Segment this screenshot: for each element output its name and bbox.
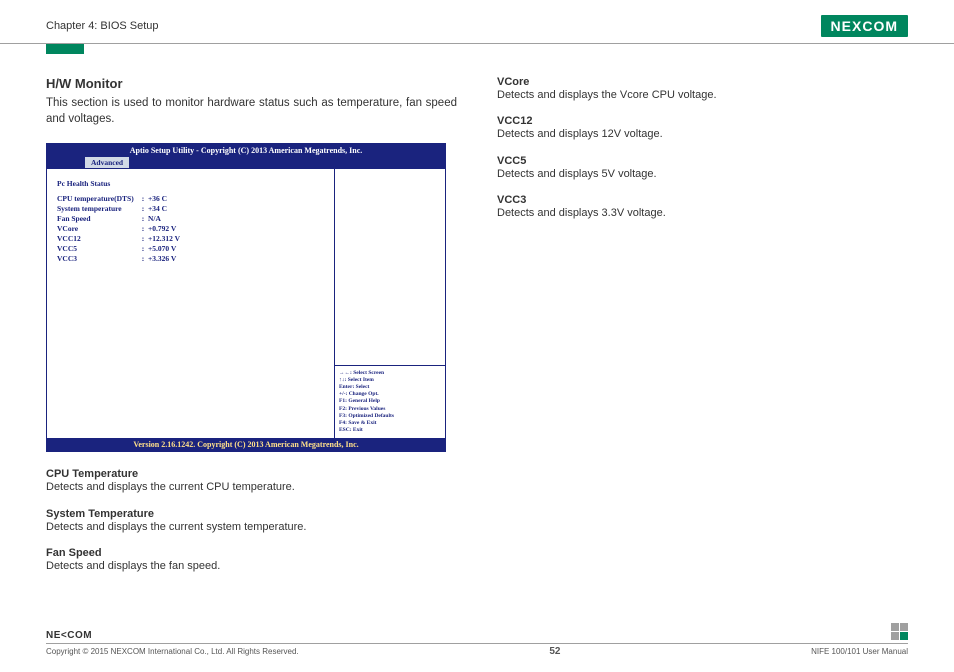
bios-row-k: VCC5 xyxy=(53,244,138,254)
bios-tabs: Advanced xyxy=(47,157,445,168)
param-label: Fan Speed xyxy=(46,547,457,559)
bios-help-line: →←: Select Screen xyxy=(339,370,441,377)
copyright-text: Copyright © 2015 NEXCOM International Co… xyxy=(46,647,299,656)
param-block: Fan Speed Detects and displays the fan s… xyxy=(46,547,457,574)
bios-row-k: VCore xyxy=(53,224,138,234)
bios-row-v: N/A xyxy=(148,214,161,223)
bios-row-v: +34 C xyxy=(148,204,167,213)
bios-help-line: F1: General Help xyxy=(339,398,441,405)
page-footer: NE<COM Copyright © 2015 NEXCOM Internati… xyxy=(46,625,908,657)
right-column: VCore Detects and displays the Vcore CPU… xyxy=(497,76,908,586)
bios-health-hdr: Pc Health Status xyxy=(53,179,184,194)
bios-titlebar: Aptio Setup Utility - Copyright (C) 2013… xyxy=(47,144,445,157)
bios-help-line: F3: Optimized Defaults xyxy=(339,413,441,420)
page-number: 52 xyxy=(549,646,560,657)
bios-row-v: +5.070 V xyxy=(148,244,176,253)
param-block: VCC12 Detects and displays 12V voltage. xyxy=(497,115,908,142)
param-label: VCC5 xyxy=(497,155,908,167)
bios-help-keys: →←: Select Screen ↑↓: Select Item Enter:… xyxy=(335,365,445,438)
param-label: VCC3 xyxy=(497,194,908,206)
bios-row-k: System temperature xyxy=(53,204,138,214)
param-text: Detects and displays the current CPU tem… xyxy=(46,480,457,495)
brand-logo-bottom: NE<COM xyxy=(46,630,92,641)
bios-help-line: F4: Save & Exit xyxy=(339,420,441,427)
bios-row-v: +12.312 V xyxy=(148,234,180,243)
param-text: Detects and displays the current system … xyxy=(46,520,457,535)
bios-row-v: +0.792 V xyxy=(148,224,176,233)
param-text: Detects and displays 3.3V voltage. xyxy=(497,206,908,221)
bios-row-v: +3.326 V xyxy=(148,254,176,263)
param-block: VCC3 Detects and displays 3.3V voltage. xyxy=(497,194,908,221)
bios-help-line: ↑↓: Select Item xyxy=(339,377,441,384)
bios-row-v: +36 C xyxy=(148,194,167,203)
param-label: VCore xyxy=(497,76,908,88)
content-area: H/W Monitor This section is used to moni… xyxy=(0,54,954,586)
left-column: H/W Monitor This section is used to moni… xyxy=(46,76,457,586)
param-block: VCC5 Detects and displays 5V voltage. xyxy=(497,155,908,182)
bios-tab-advanced: Advanced xyxy=(85,157,129,168)
manual-name: NIFE 100/101 User Manual xyxy=(811,647,908,656)
bios-row-k: Fan Speed xyxy=(53,214,138,224)
bios-help-line: +/-: Change Opt. xyxy=(339,391,441,398)
bios-help-line: F2: Previous Values xyxy=(339,406,441,413)
bios-right-panel: →←: Select Screen ↑↓: Select Item Enter:… xyxy=(335,169,445,438)
param-block: VCore Detects and displays the Vcore CPU… xyxy=(497,76,908,103)
param-text: Detects and displays the fan speed. xyxy=(46,559,457,574)
bios-help-line: Enter: Select xyxy=(339,384,441,391)
page-header: Chapter 4: BIOS Setup NEXCOM xyxy=(0,0,954,44)
bios-row-k: VCC12 xyxy=(53,234,138,244)
green-tab xyxy=(46,44,84,54)
param-label: System Temperature xyxy=(46,508,457,520)
section-tab-row xyxy=(0,44,954,54)
bios-screenshot: Aptio Setup Utility - Copyright (C) 2013… xyxy=(46,143,446,452)
section-desc: This section is used to monitor hardware… xyxy=(46,95,457,127)
param-label: CPU Temperature xyxy=(46,468,457,480)
brand-logo-top: NEXCOM xyxy=(821,15,908,37)
bios-footer: Version 2.16.1242. Copyright (C) 2013 Am… xyxy=(47,438,445,451)
bios-help-line: ESC: Exit xyxy=(339,427,441,434)
param-block: System Temperature Detects and displays … xyxy=(46,508,457,535)
section-title: H/W Monitor xyxy=(46,76,457,91)
param-text: Detects and displays the Vcore CPU volta… xyxy=(497,88,908,103)
bios-left-panel: Pc Health Status CPU temperature(DTS): +… xyxy=(47,169,335,438)
param-text: Detects and displays 12V voltage. xyxy=(497,127,908,142)
bios-body: Pc Health Status CPU temperature(DTS): +… xyxy=(47,168,445,438)
bios-row-k: CPU temperature(DTS) xyxy=(53,194,138,204)
param-text: Detects and displays 5V voltage. xyxy=(497,167,908,182)
param-block: CPU Temperature Detects and displays the… xyxy=(46,468,457,495)
bios-row-k: VCC3 xyxy=(53,254,138,264)
chapter-label: Chapter 4: BIOS Setup xyxy=(46,20,159,32)
param-label: VCC12 xyxy=(497,115,908,127)
